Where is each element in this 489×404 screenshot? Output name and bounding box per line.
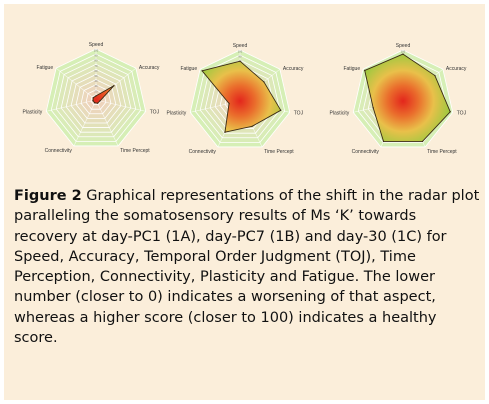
radar-chart-2: 100908070605040302010SpeedAccuracyTOJTim… xyxy=(167,43,304,155)
axis-label-fatigue: Fatigue xyxy=(180,66,197,72)
axis-label-fatigue: Fatigue xyxy=(343,66,360,72)
data-point-plasticity xyxy=(92,99,94,102)
radar-charts: 100908070605040302010SpeedAccuracyTOJTim… xyxy=(23,42,467,155)
tick-label: 100 xyxy=(94,49,99,53)
grid-spoke xyxy=(95,99,146,112)
grid-spoke xyxy=(46,99,97,112)
data-point-fatigue xyxy=(364,69,366,72)
data-point-plasticity xyxy=(228,102,230,105)
tick-label: 90 xyxy=(95,54,98,58)
axis-label-accuracy: Accuracy xyxy=(283,66,304,72)
axis-label-connectivity: Connectivity xyxy=(45,148,73,154)
axis-label-speed: Speed xyxy=(233,43,248,49)
caption-body: Graphical representations of the shift i… xyxy=(14,188,480,347)
data-point-connectivity xyxy=(382,140,385,143)
axis-label-toj: TOJ xyxy=(294,110,304,116)
data-point-fatigue xyxy=(201,70,203,72)
tick-label: 100 xyxy=(238,50,243,54)
radar-data-area xyxy=(364,53,451,142)
data-point-accuracy xyxy=(434,74,436,77)
axis-label-connectivity: Connectivity xyxy=(189,149,217,155)
tick-label: 100 xyxy=(401,50,406,54)
grid-spoke xyxy=(73,99,97,147)
data-point-connectivity xyxy=(224,131,226,133)
tick-label: 50 xyxy=(95,74,98,78)
axis-label-toj: TOJ xyxy=(150,109,160,115)
data-point-toj xyxy=(99,100,101,102)
figure-container: 100908070605040302010SpeedAccuracyTOJTim… xyxy=(4,4,485,400)
axis-label-accuracy: Accuracy xyxy=(139,65,160,71)
data-point-time-percept xyxy=(251,125,253,127)
data-point-time-percept xyxy=(96,102,99,104)
tick-label: 20 xyxy=(95,89,98,93)
axis-label-plasticity: Plasticity xyxy=(167,110,187,116)
radar-chart-1: 100908070605040302010SpeedAccuracyTOJTim… xyxy=(23,42,160,154)
axis-label-time-percept: Time Percept xyxy=(120,148,150,154)
axis-label-speed: Speed xyxy=(396,43,411,49)
data-point-toj xyxy=(449,111,451,113)
grid-spoke xyxy=(55,67,97,101)
data-point-accuracy xyxy=(113,84,115,87)
radar-data-area xyxy=(201,60,282,133)
tick-label: 80 xyxy=(95,59,98,63)
data-point-fatigue xyxy=(92,97,94,99)
tick-label: 30 xyxy=(95,84,98,88)
axis-label-plasticity: Plasticity xyxy=(330,110,350,116)
figure-caption: Figure 2 Graphical representations of th… xyxy=(14,186,480,348)
axis-label-time-percept: Time Percept xyxy=(264,149,294,155)
data-point-connectivity xyxy=(93,102,96,104)
data-point-speed xyxy=(402,53,404,55)
axis-label-speed: Speed xyxy=(89,42,104,48)
data-point-speed xyxy=(239,60,241,62)
axis-label-connectivity: Connectivity xyxy=(352,149,380,155)
tick-label: 60 xyxy=(95,69,98,73)
data-point-plasticity xyxy=(372,107,374,109)
axis-label-toj: TOJ xyxy=(457,110,467,116)
data-point-time-percept xyxy=(421,140,424,143)
axis-label-plasticity: Plasticity xyxy=(23,109,43,115)
grid-spoke xyxy=(95,99,119,147)
axis-label-time-percept: Time Percept xyxy=(427,149,457,155)
radar-chart-3: 100908070605040302010SpeedAccuracyTOJTim… xyxy=(330,43,467,155)
tick-label: 40 xyxy=(95,79,98,83)
tick-label: 70 xyxy=(95,64,98,68)
data-point-accuracy xyxy=(263,81,265,83)
caption-lead: Figure 2 xyxy=(14,188,82,204)
radar-plots-row: 100908070605040302010SpeedAccuracyTOJTim… xyxy=(4,4,485,184)
data-point-toj xyxy=(280,109,282,112)
axis-label-accuracy: Accuracy xyxy=(446,66,467,72)
axis-label-fatigue: Fatigue xyxy=(36,65,53,71)
tick-label: 90 xyxy=(239,55,242,59)
data-point-speed xyxy=(95,95,97,97)
